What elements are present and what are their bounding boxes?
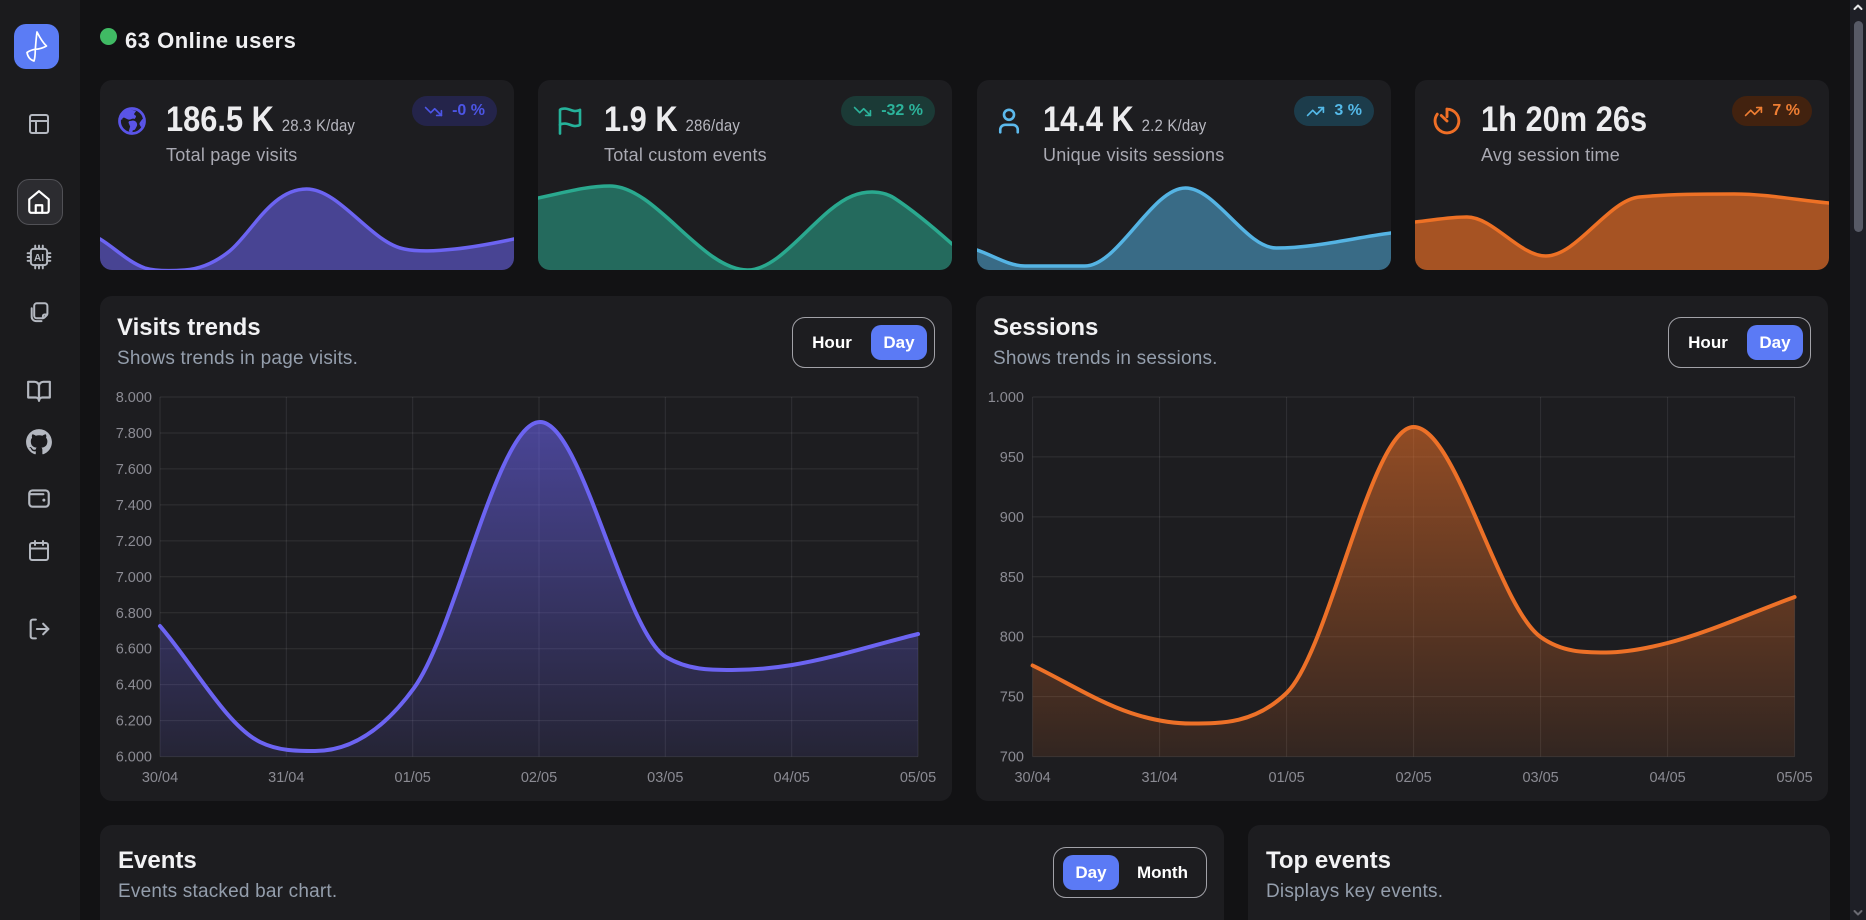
svg-text:03/05: 03/05 xyxy=(1522,770,1558,786)
svg-text:01/05: 01/05 xyxy=(1268,770,1304,786)
svg-text:01/05: 01/05 xyxy=(395,770,431,786)
svg-text:7.000: 7.000 xyxy=(116,570,152,586)
svg-text:31/04: 31/04 xyxy=(268,770,304,786)
svg-text:6.200: 6.200 xyxy=(116,714,152,730)
svg-text:30/04: 30/04 xyxy=(142,770,178,786)
svg-text:04/05: 04/05 xyxy=(1649,770,1685,786)
svg-text:700: 700 xyxy=(1000,750,1024,766)
svg-text:30/04: 30/04 xyxy=(1014,770,1050,786)
svg-text:900: 900 xyxy=(1000,510,1024,526)
svg-text:AI: AI xyxy=(34,253,44,264)
svg-text:8.000: 8.000 xyxy=(116,390,152,406)
svg-text:02/05: 02/05 xyxy=(521,770,557,786)
svg-text:6.800: 6.800 xyxy=(116,606,152,622)
svg-text:05/05: 05/05 xyxy=(1776,770,1812,786)
svg-text:7.800: 7.800 xyxy=(116,426,152,442)
svg-text:7.600: 7.600 xyxy=(116,462,152,478)
svg-text:800: 800 xyxy=(1000,630,1024,646)
svg-text:02/05: 02/05 xyxy=(1395,770,1431,786)
svg-text:6.000: 6.000 xyxy=(116,750,152,766)
svg-text:6.400: 6.400 xyxy=(116,678,152,694)
svg-text:7.400: 7.400 xyxy=(116,498,152,514)
svg-text:750: 750 xyxy=(1000,690,1024,706)
svg-text:7.200: 7.200 xyxy=(116,534,152,550)
svg-text:03/05: 03/05 xyxy=(647,770,683,786)
svg-text:1.000: 1.000 xyxy=(988,390,1024,406)
svg-text:04/05: 04/05 xyxy=(774,770,810,786)
svg-text:6.600: 6.600 xyxy=(116,642,152,658)
svg-text:950: 950 xyxy=(1000,450,1024,466)
svg-text:05/05: 05/05 xyxy=(900,770,936,786)
svg-text:31/04: 31/04 xyxy=(1141,770,1177,786)
svg-text:850: 850 xyxy=(1000,570,1024,586)
